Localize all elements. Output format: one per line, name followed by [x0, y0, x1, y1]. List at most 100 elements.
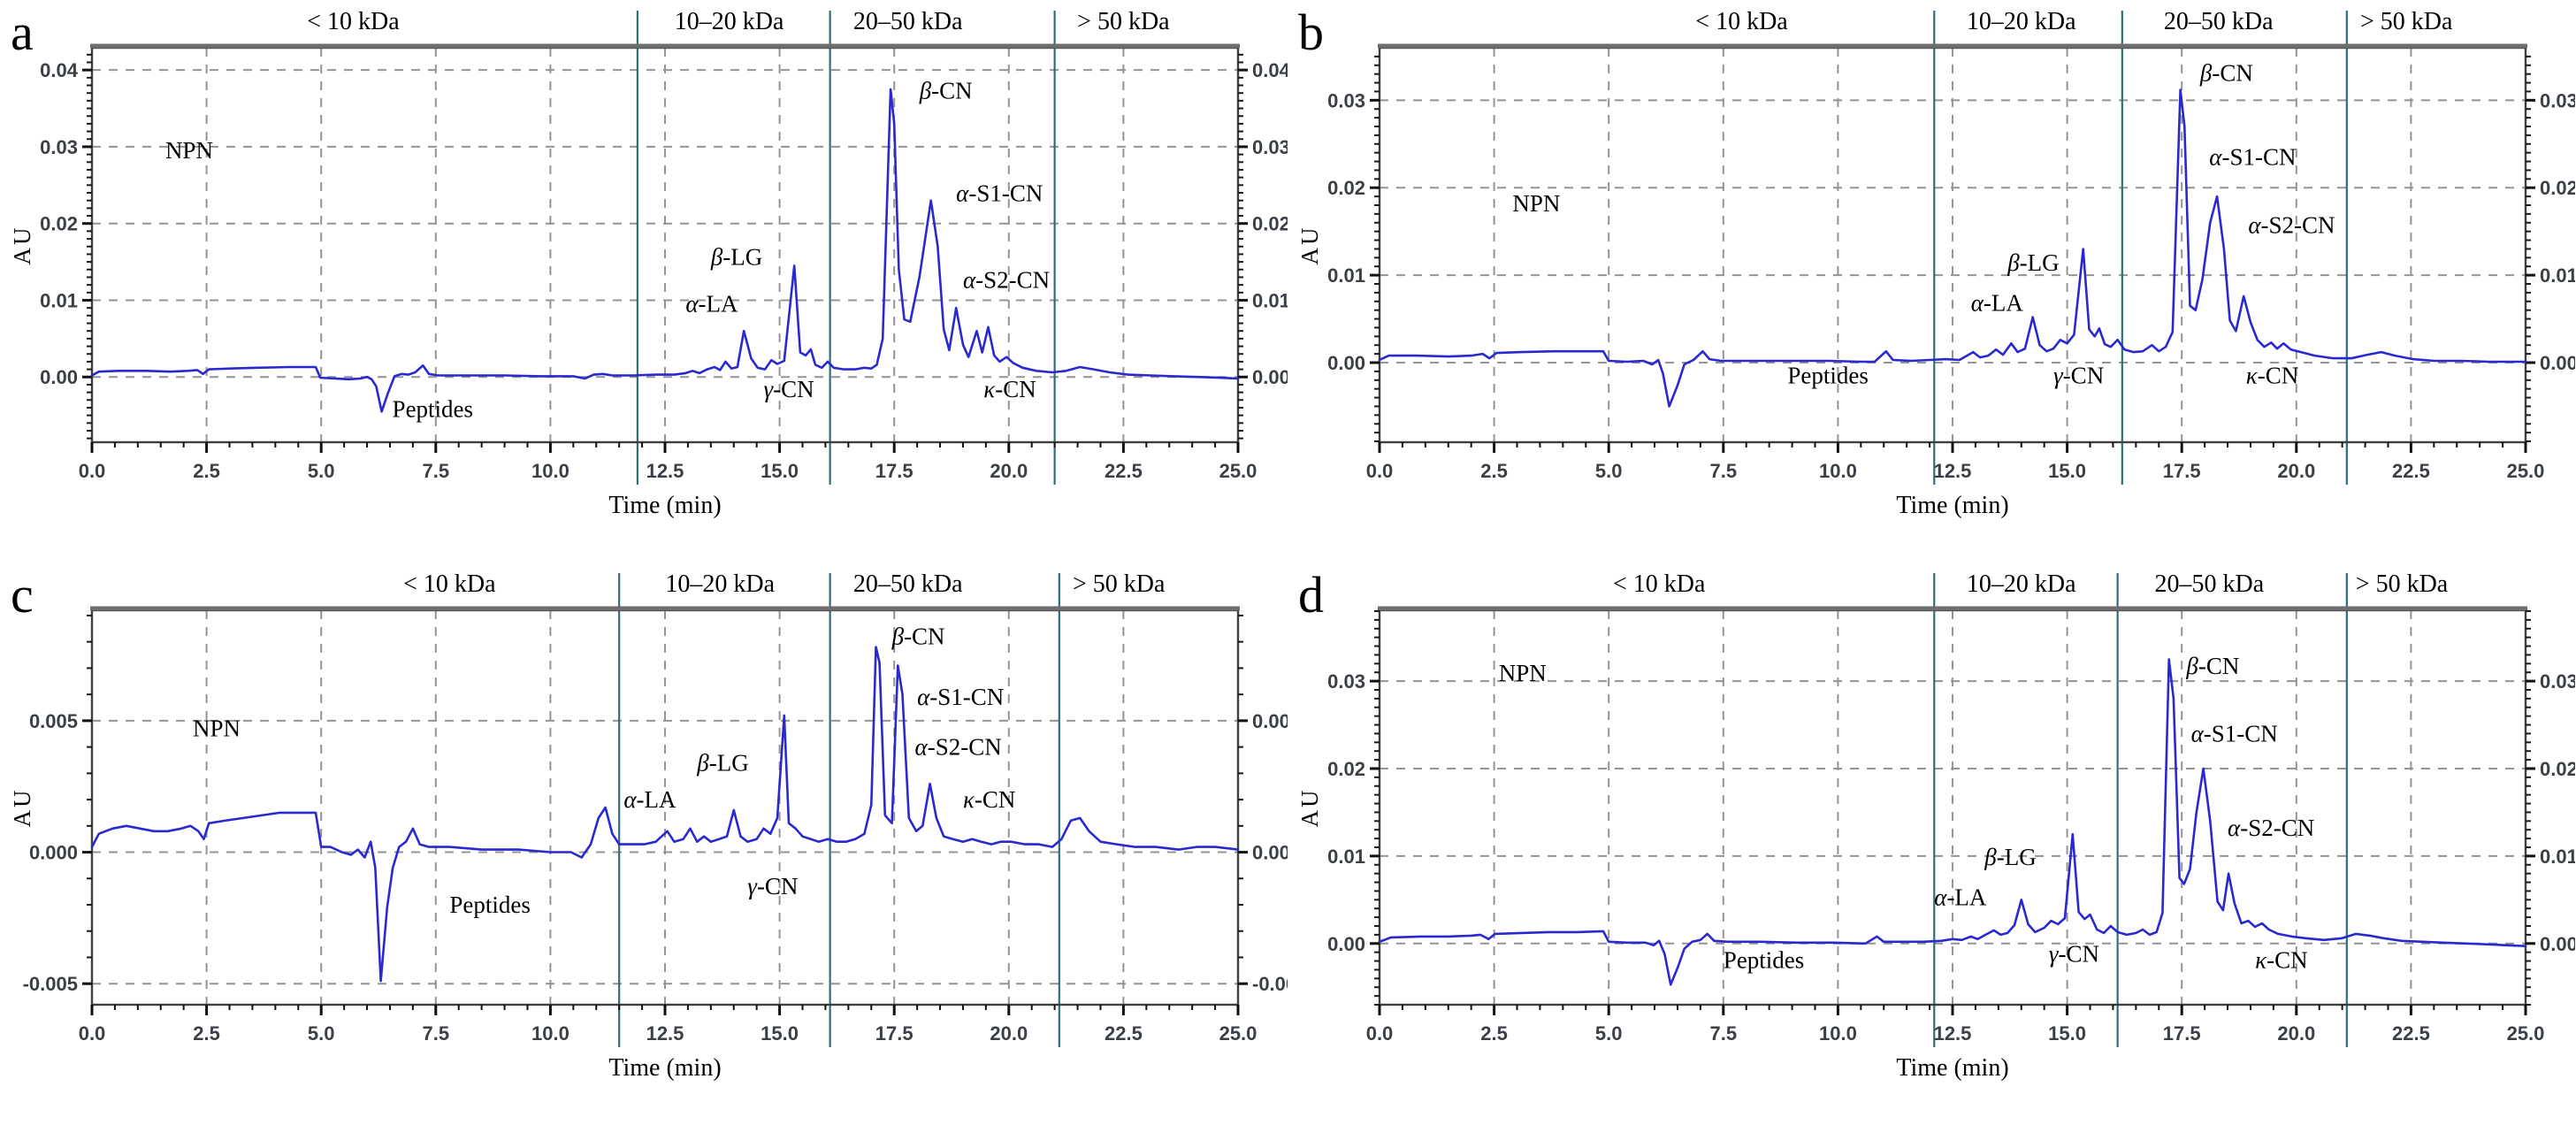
x-axis-tick-label: 10.0	[531, 1022, 569, 1045]
y-axis-tick-label-right: 0.01	[2540, 264, 2575, 287]
annotation-text: -LG	[1997, 844, 2037, 870]
x-axis-tick-label: 10.0	[531, 460, 569, 482]
peak-annotation: α-S2-CN	[963, 267, 1050, 294]
peak-annotation: NPN	[165, 137, 213, 164]
annotation-text: -CN	[757, 873, 799, 899]
greek-letter: γ	[2053, 363, 2064, 389]
y-axis-tick-label-left: 0.000	[29, 842, 78, 864]
panel-c-chart: 0.005 0.005 0.000 0.000 -0.005 -0.005 0.0 2.5 5.…	[0, 562, 1288, 1125]
greek-letter: α	[917, 684, 930, 710]
greek-letter: κ	[2246, 363, 2259, 389]
peak-annotation: α-S1-CN	[2209, 144, 2296, 171]
panel-letter-label: b	[1298, 4, 1324, 61]
x-axis-title: Time (min)	[608, 1054, 721, 1082]
greek-letter: β	[2185, 653, 2198, 679]
x-axis-tick-label: 2.5	[1480, 460, 1508, 482]
chromatogram-trace-line	[90, 88, 1240, 413]
y-axis-tick-label-left: 0.01	[40, 289, 78, 311]
peak-annotation: Peptides	[393, 395, 474, 422]
annotation-text: -CN	[931, 77, 973, 103]
annotation-text: -S1-CN	[929, 684, 1004, 710]
y-axis-tick-label-right: 0.03	[1252, 136, 1288, 158]
annotation-text: -S2-CN	[2240, 815, 2314, 841]
y-axis-tick-label-right: 0.02	[2540, 758, 2575, 780]
x-axis-tick-label: 20.0	[2277, 460, 2315, 482]
y-axis-tick-label-right: 0.00	[1252, 366, 1288, 388]
panel-letter-label: a	[11, 4, 34, 61]
greek-letter: γ	[763, 376, 774, 402]
chromatogram-trace-line	[90, 646, 1240, 983]
peak-annotation: α-LA	[685, 290, 738, 317]
y-axis-tick-label-right: 0.01	[2540, 846, 2575, 868]
greek-letter: α	[623, 786, 637, 813]
peak-annotation: β-CN	[2199, 60, 2253, 87]
x-axis-tick-label: 25.0	[2507, 460, 2545, 482]
greek-letter: α	[963, 267, 976, 294]
mw-region-label: < 10 kDa	[403, 570, 496, 598]
chromatogram-trace-line	[1378, 88, 2527, 408]
peak-annotation: β-LG	[696, 749, 748, 776]
annotation-text: -CN	[2059, 941, 2100, 968]
greek-letter: κ	[983, 376, 996, 402]
x-axis-tick-label: 7.5	[1710, 460, 1738, 482]
peak-annotation: γ-CN	[763, 376, 814, 402]
greek-letter: α	[685, 290, 699, 317]
y-axis-tick-label-right: 0.01	[1252, 289, 1288, 311]
y-axis-title: AU	[1296, 226, 1323, 265]
greek-letter: α	[2228, 815, 2241, 841]
x-axis-tick-label: 0.0	[1366, 1022, 1394, 1045]
y-axis-tick-label-right: 0.005	[1252, 710, 1288, 732]
y-axis-tick-label-left: -0.005	[23, 973, 78, 995]
peak-annotation: β-LG	[1984, 844, 2036, 870]
panel-a-chart: 0.04 0.040.03 0.030.02 0.020.01 0.010.00 0.00…	[0, 0, 1288, 562]
y-axis-tick-label-left: 0.01	[1327, 846, 1365, 868]
annotation-text: -CN	[2212, 60, 2253, 87]
y-axis-tick-label-right: 0.03	[2540, 670, 2575, 693]
mw-region-label: > 50 kDa	[2356, 570, 2449, 598]
greek-letter: β	[2199, 60, 2213, 87]
peak-annotation: β-LG	[710, 244, 762, 271]
panel-d-chart: 0.03 0.03 0.02 0.02 0.01 0.01 0.00 0.00 0.0 2.5 5.…	[1288, 562, 2575, 1125]
peak-annotation: γ-CN	[747, 873, 798, 899]
x-axis-tick-label: 25.0	[1219, 460, 1257, 482]
peak-annotation: α-S1-CN	[956, 180, 1043, 207]
x-axis-tick-label: 2.5	[193, 1022, 220, 1045]
x-axis-tick-label: 7.5	[1710, 1022, 1738, 1045]
x-axis-tick-label: 17.5	[2163, 460, 2201, 482]
annotation-text: -CN	[2258, 363, 2299, 389]
y-axis-tick-label-left: 0.02	[1327, 177, 1365, 199]
peak-annotation: α-LA	[1934, 884, 1987, 910]
mw-region-label: 20–50 kDa	[853, 570, 963, 598]
mw-region-label: 20–50 kDa	[2154, 570, 2264, 598]
x-axis-tick-label: 5.0	[1595, 1022, 1623, 1045]
greek-letter: α	[1934, 884, 1947, 910]
x-axis-tick-label: 15.0	[2048, 460, 2086, 482]
greek-letter: α	[915, 734, 929, 761]
y-axis-tick-label-left: 0.03	[40, 136, 78, 158]
peak-annotation: NPN	[193, 716, 241, 742]
greek-letter: β	[2007, 249, 2020, 276]
annotation-text: -LG	[722, 244, 762, 271]
y-axis-tick-label-left: 0.005	[29, 710, 78, 732]
annotation-text: -CN	[975, 786, 1016, 813]
greek-letter: α	[2248, 212, 2261, 239]
x-axis-tick-label: 22.5	[1105, 1022, 1143, 1045]
greek-letter: β	[1984, 844, 1997, 870]
x-axis-tick-label: 15.0	[761, 460, 799, 482]
annotation-text: -S2-CN	[2261, 212, 2335, 239]
greek-letter: α	[1971, 290, 1984, 317]
annotation-text: -S1-CN	[2204, 720, 2278, 746]
annotation-text: -CN	[995, 376, 1036, 402]
panel-b-chart: 0.03 0.03 0.02 0.02 0.01 0.01 0.00 0.00 0.0 2.5 5.…	[1288, 0, 2575, 562]
y-axis-tick-label-left: 0.01	[1327, 264, 1365, 287]
greek-letter: β	[710, 244, 723, 271]
peak-annotation: α-S1-CN	[2191, 720, 2278, 746]
greek-letter: β	[919, 77, 932, 103]
mw-region-label: < 10 kDa	[307, 8, 400, 35]
peak-annotation: κ-CN	[2246, 363, 2298, 389]
greek-letter: β	[891, 624, 905, 650]
peak-annotation: γ-CN	[2053, 363, 2104, 389]
mw-region-label: 10–20 kDa	[1967, 8, 2076, 35]
y-axis-title: AU	[9, 788, 35, 828]
annotation-text: -S2-CN	[975, 267, 1050, 294]
